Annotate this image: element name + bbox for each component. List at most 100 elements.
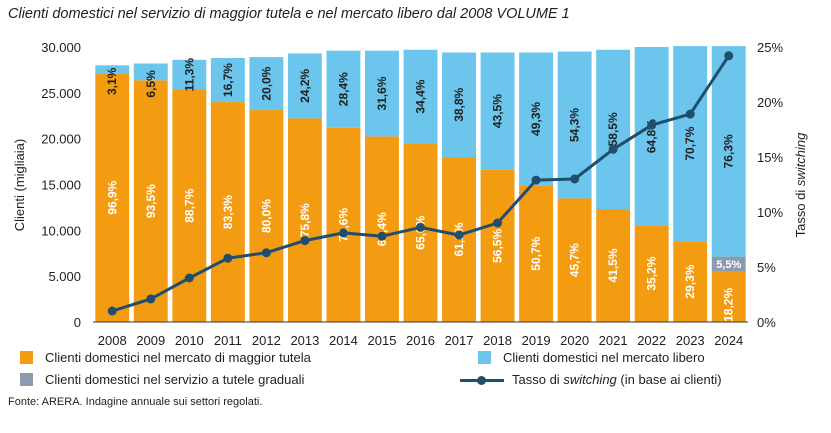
bar-libero [172, 59, 207, 90]
legend-item-graduali: Clienti domestici nel servizio a tutele … [20, 372, 304, 387]
bar-libero [480, 52, 515, 170]
data-label-libero: 3,1% [105, 67, 119, 95]
x-tick-label: 2016 [406, 333, 435, 348]
switching-point [300, 236, 310, 246]
data-label-tutela: 83,3% [221, 195, 235, 229]
data-label-tutela: 88,7% [182, 188, 196, 222]
bar-tutela [673, 241, 708, 322]
data-label-libero: 16,7% [221, 63, 235, 97]
data-label-tutela: 41,5% [606, 248, 620, 282]
legend-item-switching: Tasso di switching (in base ai clienti) [460, 372, 722, 387]
bar-libero [326, 50, 361, 128]
data-label-libero: 6,5% [144, 70, 158, 98]
data-label-libero: 34,4% [414, 79, 428, 113]
y-tick-label-right: 10% [757, 205, 783, 220]
y-tick-label-right: 25% [757, 40, 783, 55]
bar-libero [673, 46, 708, 242]
bar-libero [249, 57, 284, 111]
x-tick-label: 2013 [290, 333, 319, 348]
switching-point [531, 175, 541, 185]
bar-tutela [326, 127, 361, 322]
switching-point [647, 120, 657, 130]
data-label-graduali: 5,5% [716, 259, 741, 271]
data-label-libero: 54,3% [568, 108, 582, 142]
data-label-libero: 49,3% [529, 102, 543, 136]
switching-point [261, 248, 271, 258]
bar-libero [210, 58, 245, 103]
legend-label-switching: Tasso di switching (in base ai clienti) [512, 372, 722, 387]
y-tick-label-left: 5.000 [48, 269, 81, 284]
source-note: Fonte: ARERA. Indagine annuale sui setto… [8, 396, 263, 408]
bar-tutela [519, 185, 554, 322]
bar-tutela [210, 102, 245, 322]
y-tick-label-right: 20% [757, 95, 783, 110]
y-axis-title-right: Tasso di switching [793, 132, 808, 238]
x-tick-label: 2009 [136, 333, 165, 348]
bar-libero [133, 63, 168, 81]
y-tick-label-right: 5% [757, 260, 776, 275]
bar-tutela [557, 198, 592, 322]
bar-tutela [249, 110, 284, 322]
chart-title: Clienti domestici nel servizio di maggio… [8, 6, 570, 22]
bar-tutela [634, 225, 669, 322]
y-tick-label-left: 25.000 [41, 86, 81, 101]
switching-point [724, 51, 734, 61]
legend-item-tutela: Clienti domestici nel mercato di maggior… [20, 350, 311, 365]
switching-point [608, 144, 618, 154]
data-label-tutela: 18,2% [722, 288, 736, 322]
data-label-libero: 28,4% [336, 72, 350, 106]
bar-libero [557, 51, 592, 199]
switching-point [223, 253, 233, 263]
bar-libero [365, 50, 399, 137]
x-tick-label: 2024 [714, 333, 743, 348]
data-label-tutela: 96,9% [105, 180, 119, 214]
x-tick-label: 2021 [599, 333, 628, 348]
legend-swatch-graduali [20, 373, 33, 386]
x-tick-label: 2010 [175, 333, 204, 348]
x-tick-label: 2014 [329, 333, 358, 348]
y-tick-label-left: 0 [74, 315, 81, 330]
switching-point [493, 218, 503, 228]
bar-libero [403, 49, 438, 144]
y-tick-label-left: 30.000 [41, 40, 81, 55]
bar-libero [95, 65, 130, 74]
data-label-libero: 11,3% [182, 58, 196, 92]
data-label-libero: 20,0% [259, 66, 273, 100]
switching-point [685, 109, 695, 119]
data-label-tutela: 65,6% [414, 215, 428, 249]
x-tick-label: 2020 [560, 333, 589, 348]
switching-point [454, 230, 464, 240]
legend-label-libero: Clienti domestici nel mercato libero [503, 350, 705, 365]
x-tick-label: 2012 [252, 333, 281, 348]
y-tick-label-left: 15.000 [41, 178, 81, 193]
data-label-tutela: 80,0% [259, 199, 273, 233]
data-label-libero: 70,7% [683, 126, 697, 160]
y-tick-label-right: 15% [757, 150, 783, 165]
y-tick-label-right: 0% [757, 315, 776, 330]
bar-tutela [480, 169, 515, 322]
switching-point [146, 294, 156, 304]
legend-label-graduali: Clienti domestici nel servizio a tutele … [45, 372, 305, 387]
bar-libero [596, 49, 631, 210]
bar-tutela [711, 271, 746, 322]
data-label-tutela: 50,7% [529, 236, 543, 270]
data-label-tutela: 45,7% [568, 243, 582, 277]
bar-tutela [133, 80, 168, 323]
bar-tutela [596, 209, 631, 322]
y-axis-title-left: Clienti (migliaia) [12, 139, 27, 231]
data-label-libero: 43,5% [491, 94, 505, 128]
x-tick-label: 2017 [445, 333, 474, 348]
legend-swatch-switching [460, 374, 504, 386]
data-label-tutela: 35,2% [645, 256, 659, 290]
bar-graduali [711, 256, 746, 272]
data-label-libero: 58,5% [606, 112, 620, 146]
x-tick-label: 2018 [483, 333, 512, 348]
data-label-tutela: 93,5% [144, 184, 158, 218]
data-label-libero: 31,6% [375, 76, 389, 110]
x-tick-label: 2008 [98, 333, 127, 348]
bar-tutela [403, 143, 438, 322]
bar-tutela [95, 73, 130, 322]
legend-swatch-libero [478, 351, 491, 364]
data-label-libero: 24,2% [298, 69, 312, 103]
